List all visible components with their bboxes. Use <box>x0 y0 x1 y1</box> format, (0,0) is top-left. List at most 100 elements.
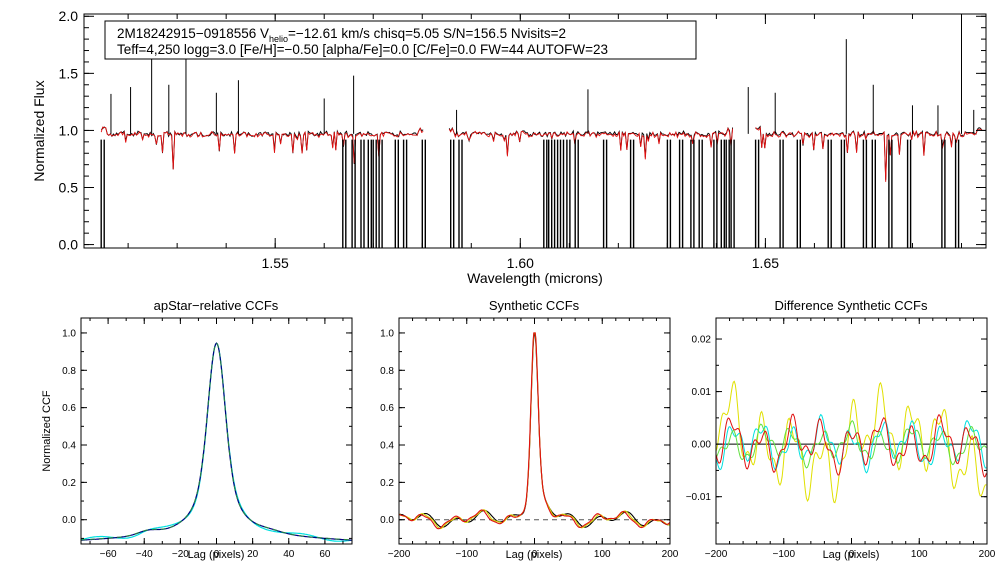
spectrum-bad-pixel <box>690 139 695 248</box>
spectrum-bad-pixel <box>678 139 684 248</box>
spectrum-bad-pixels <box>100 139 960 248</box>
annotation-subscript: helio <box>269 34 288 44</box>
spectrum-bad-pixel <box>666 139 672 248</box>
apstar-ccf-xtick-label: −60 <box>100 549 117 560</box>
apstar-ccf-xtick-label: −20 <box>172 549 189 560</box>
synthetic-spectrum-chip-1 <box>100 126 424 170</box>
spectrum-bad-pixel <box>402 139 408 248</box>
difference-ccf-xtick-label: −100 <box>772 549 795 560</box>
apstar-ccf-line-3 <box>81 342 352 541</box>
synthetic-ccf-ytick-label: 0.0 <box>380 515 394 526</box>
spectrum-bad-pixel <box>754 139 760 248</box>
spectrum-ylabel: Normalized Flux <box>31 80 47 181</box>
spectrum-bad-pixel <box>342 139 347 248</box>
spectrum-bad-pixel <box>840 139 846 248</box>
difference-ccf-ytick-label: 0.02 <box>692 335 712 346</box>
spectrum-bad-pixel <box>862 139 868 248</box>
synthetic-ccf-series <box>398 332 671 530</box>
difference-ccf-ticks: −200 −100 0 100 200 −0.01 0.00 0.01 0.02 <box>686 318 996 560</box>
spectrum-bad-pixel <box>378 139 383 248</box>
spectrum-xtick-label: 1.65 <box>752 255 779 271</box>
synthetic-ccf-frame <box>398 317 671 545</box>
difference-ccf-panel: Difference Synthetic CCFs −200 −100 0 100 20… <box>686 298 996 561</box>
synthetic-ccf-xlabel: Lag (pixels) <box>506 549 563 561</box>
spectrum-bad-pixel <box>367 139 372 248</box>
synthetic-ccf-ytick-label: 0.6 <box>380 403 394 414</box>
spectrum-bad-pixel <box>827 139 832 248</box>
spectrum-bad-pixel <box>372 139 377 248</box>
spectrum-bad-pixel <box>796 139 801 248</box>
spectrum-bad-pixel <box>360 139 365 248</box>
synthetic-ccf-ticks: −200 −100 0 100 200 0.0 0.2 0.4 0.6 0.8 1.0 <box>380 318 679 560</box>
difference-ccf-xtick-label: 100 <box>911 549 928 560</box>
difference-ccf-title: Difference Synthetic CCFs <box>775 298 928 313</box>
spectrum-bad-pixel <box>543 139 548 248</box>
spectrum-bad-pixel <box>906 139 912 248</box>
difference-ccf-line-4 <box>715 413 987 478</box>
spectrum-xtick-label: 1.60 <box>507 255 534 271</box>
spectrum-bad-pixel <box>548 139 553 248</box>
spectrum-bad-pixel <box>100 139 105 248</box>
annotation-box <box>104 20 697 60</box>
spectrum-bad-pixel <box>941 139 946 248</box>
synthetic-ccf-xtick-label: 100 <box>594 549 611 560</box>
spectrum-bad-pixel <box>888 139 893 248</box>
annotation-line-1: 2M18242915−0918556 Vhelio=−12.61 km/s ch… <box>117 26 566 44</box>
spectrum-xlabel: Wavelength (microns) <box>467 270 603 286</box>
spectrum-frame <box>83 13 987 249</box>
spectrum-bad-pixel <box>421 139 426 248</box>
apstar-ccf-line-2 <box>80 342 353 541</box>
apstar-ccf-xtick-label: 40 <box>283 549 295 560</box>
spectrum-panel: 1.55 1.60 1.65 0.0 0.5 1.0 1.5 2.0 Wavelength (… <box>31 8 987 286</box>
spectrum-bad-pixel <box>566 139 571 248</box>
synthetic-ccf-line-3 <box>398 332 671 530</box>
spectrum-ytick-label: 1.0 <box>59 122 79 138</box>
synthetic-ccf-ytick-label: 0.8 <box>380 366 394 377</box>
spectrum-bad-pixel <box>574 139 579 248</box>
synthetic-ccf-line-2 <box>398 332 671 530</box>
spectrum-bad-pixel <box>553 139 559 248</box>
apstar-ccf-xtick-label: 0 <box>214 549 220 560</box>
difference-ccf-xtick-label: 200 <box>979 549 996 560</box>
apstar-ccf-ylabel: Normalized CCF <box>41 390 53 472</box>
spectrum-bad-pixel <box>871 139 876 248</box>
apstar-ccf-xtick-label: 20 <box>247 549 259 560</box>
spectrum-ytick-label: 0.0 <box>59 236 79 252</box>
synthetic-ccf-ytick-label: 1.0 <box>380 328 394 339</box>
apstar-ccf-frame <box>80 317 353 545</box>
apstar-ccf-xtick-label: −40 <box>136 549 153 560</box>
apstar-ccf-ticks: −60 −40 −20 0 20 40 60 0.0 0.2 0.4 0.6 0.8 1.0 <box>62 318 352 560</box>
apstar-ccf-xtick-label: 60 <box>319 549 331 560</box>
difference-ccf-xlabel: Lag (pixels) <box>823 549 880 561</box>
spectrum-bad-pixel <box>629 139 635 248</box>
difference-ccf-xtick-label: 0 <box>849 549 855 560</box>
annotation-stats: =−12.61 km/s chisq=5.05 S/N=156.5 Nvisit… <box>288 26 566 41</box>
spectrum-bad-pixel <box>559 139 565 248</box>
apstar-ccf-ytick-label: 0.6 <box>62 403 76 414</box>
spectrum-ticks: 1.55 1.60 1.65 0.0 0.5 1.0 1.5 2.0 <box>59 8 986 271</box>
apstar-ccf-title: apStar−relative CCFs <box>154 298 279 313</box>
spectrum-ytick-label: 0.5 <box>59 179 79 195</box>
spectrum-xtick-label: 1.55 <box>262 255 289 271</box>
spectrum-spikes <box>110 14 975 134</box>
observed-spectrum-chip-2 <box>448 126 734 158</box>
synthetic-ccf-xtick-label: 0 <box>532 549 538 560</box>
spectrum-bad-pixel <box>779 139 784 248</box>
synthetic-ccf-xtick-label: 200 <box>662 549 679 560</box>
synthetic-ccf-xtick-label: −200 <box>388 549 411 560</box>
apstar-ccf-ytick-label: 1.0 <box>62 328 76 339</box>
spectrum-bad-pixel <box>954 139 960 248</box>
spectrum-ytick-label: 2.0 <box>59 8 79 24</box>
spectrum-bad-pixel <box>725 139 730 248</box>
apstar-ccf-ytick-label: 0.8 <box>62 366 76 377</box>
difference-ccf-xtick-label: −200 <box>705 549 728 560</box>
difference-ccf-line-3 <box>715 419 987 469</box>
synthetic-ccf-ytick-label: 0.2 <box>380 478 394 489</box>
synthetic-spectrum-chip-2 <box>448 127 734 160</box>
spectrum-ytick-label: 1.5 <box>59 65 79 81</box>
spectrum-bad-pixel <box>602 139 608 248</box>
annotation-line-2: Teff=4,250 logg=3.0 [Fe/H]=−0.50 [alpha/… <box>117 42 608 57</box>
spectrum-series <box>100 125 983 182</box>
